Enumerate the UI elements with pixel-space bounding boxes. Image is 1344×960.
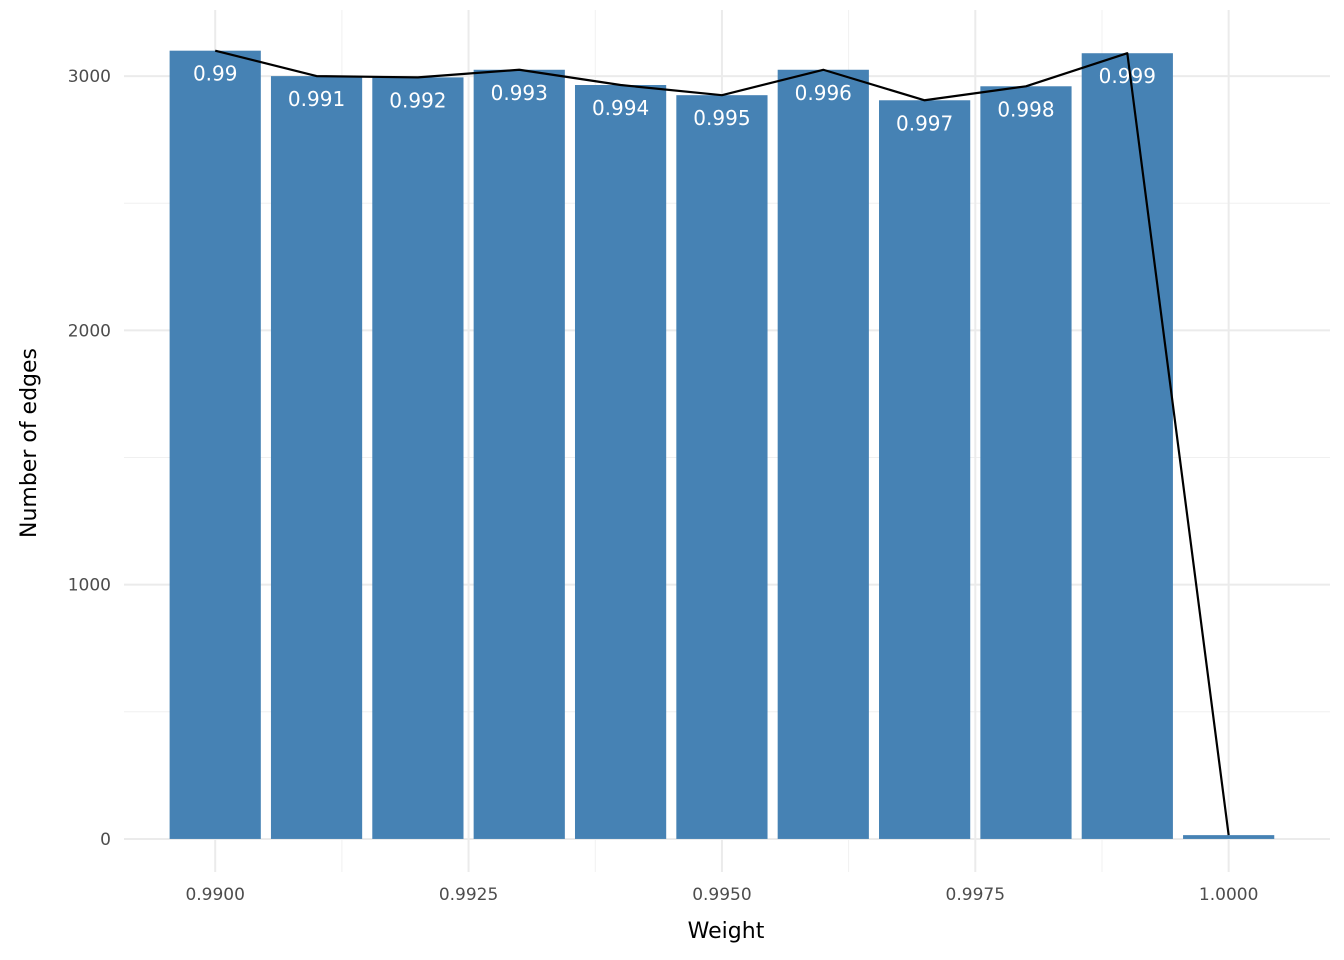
bar <box>1081 53 1173 839</box>
x-tick-label: 1.0000 <box>1199 885 1258 905</box>
bar-value-label: 0.997 <box>896 111 953 135</box>
bar <box>270 76 363 839</box>
bar <box>1183 835 1275 839</box>
bar-value-label: 0.995 <box>693 106 750 130</box>
trend-line-group <box>214 49 1230 836</box>
bar-value-label: 0.996 <box>795 81 852 105</box>
trend-line <box>214 49 1230 836</box>
bar-value-label: 0.994 <box>592 96 649 120</box>
x-tick-label: 0.9925 <box>439 885 498 905</box>
x-tick-label: 0.9975 <box>946 885 1005 905</box>
y-tick-label: 2000 <box>68 321 111 341</box>
bar-value-label: 0.991 <box>288 87 345 111</box>
x-axis-title: Weight <box>688 919 765 944</box>
x-axis-ticks: 0.9900 0.9925 0.9950 0.9975 1.0000 <box>185 885 1258 905</box>
bar-value-label: 0.999 <box>1099 64 1156 88</box>
bar <box>676 95 768 839</box>
bar <box>980 86 1072 839</box>
bar-value-label: 0.992 <box>389 88 446 112</box>
bar <box>372 77 464 839</box>
bar-labels-group: 0.99 0.991 0.992 0.993 0.994 0.995 0.996 0.997 0… <box>193 62 1156 136</box>
bar-value-label: 0.993 <box>491 81 548 105</box>
x-tick-label: 0.9950 <box>692 885 751 905</box>
bar <box>574 85 667 839</box>
y-tick-label: 1000 <box>68 576 111 596</box>
bar <box>777 69 869 839</box>
bar-value-label: 0.99 <box>193 62 238 86</box>
bar <box>473 69 565 839</box>
bar <box>169 50 261 839</box>
bar-value-label: 0.998 <box>997 97 1054 121</box>
y-axis-title: Number of edges <box>17 348 42 538</box>
x-tick-label: 0.9900 <box>185 885 244 905</box>
y-axis-ticks: 0 1000 2000 3000 <box>68 67 111 850</box>
bars-group <box>169 50 1275 839</box>
bar <box>879 100 971 839</box>
y-tick-label: 3000 <box>68 67 111 87</box>
y-tick-label: 0 <box>100 830 111 850</box>
